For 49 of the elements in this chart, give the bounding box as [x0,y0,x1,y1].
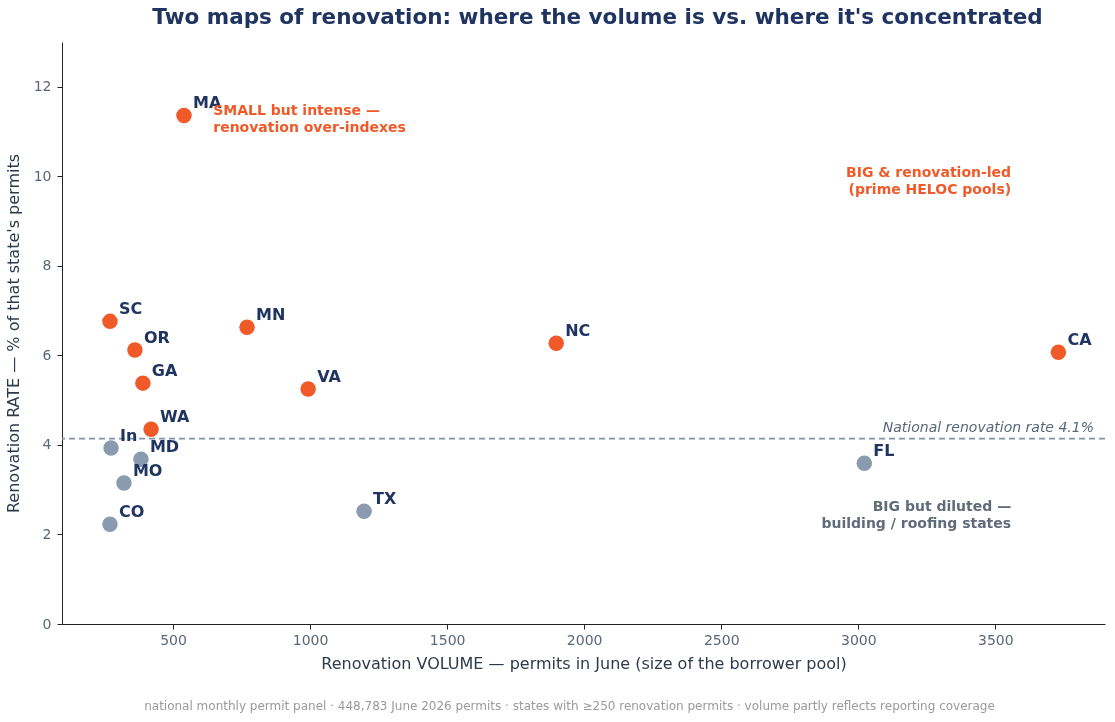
ref-line-label: National renovation rate 4.1% [882,418,1094,435]
x-tick-label: 1000 [292,631,329,648]
point [127,342,143,358]
annotation: BIG & renovation-led (prime HELOC pools) [846,164,1012,198]
annotation: OR [143,328,170,348]
annotation: MD [149,437,180,457]
point [176,107,192,124]
x-tick-label: 1500 [429,631,466,648]
y-tick-label: 2 [42,525,52,542]
x-tick-label: 3000 [840,631,877,648]
point [143,421,159,437]
annotation: MN [256,305,286,325]
x-tick-label: 2500 [703,631,740,648]
annotation: TX [373,489,397,509]
annotation: BIG but diluted — building / roofing states [821,497,1012,531]
y-tick-label: 6 [42,346,52,363]
point [1050,344,1067,360]
annotation: FL [873,441,895,461]
point [239,319,255,335]
y-tick-label: 8 [42,257,52,274]
annotation: VA [317,366,342,386]
point [116,475,132,491]
x-axis-title: Renovation VOLUME — permits in June (size of the borrower pool) [321,653,847,673]
x-tick-label: 3500 [978,631,1014,648]
annotation: NC [565,321,591,341]
y-tick-label: 0 [42,615,52,632]
y-tick-label: 12 [33,78,52,95]
chart-title: Two maps of renovation: where the volume is vs. where it's concentrated [152,3,1043,29]
annotation: WA [160,407,191,427]
annotation: GA [151,361,178,381]
point [300,381,316,397]
y-tick-label: 4 [42,436,52,453]
point [102,516,118,532]
annotation: CA [1067,330,1093,350]
point [856,455,873,472]
point [103,440,119,456]
annotation: CO [118,502,145,522]
point [102,313,118,330]
x-tick-label: 500 [160,631,187,648]
annotation: SC [118,299,143,319]
text: national monthly permit panel · 448,783 June 2026 permits · states with ≥250 renovation permits · volume partly reflects reporting coverage [144,699,995,713]
point [548,335,564,352]
annotation: MO [132,460,163,480]
annotation: In [120,426,138,446]
y-tick-label: 10 [33,167,52,184]
point [135,375,151,391]
x-tick-label: 2000 [566,631,603,648]
point [356,503,372,519]
y-axis-title: Renovation RATE — % of that state's permits [3,153,23,514]
